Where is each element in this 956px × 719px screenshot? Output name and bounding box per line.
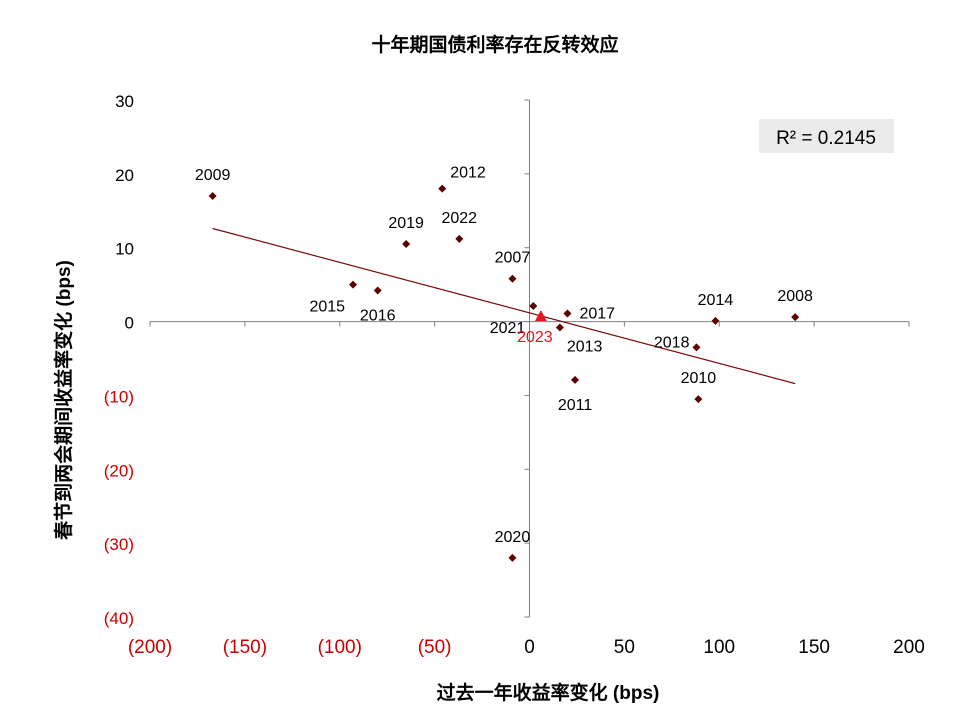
y-tick-label: (20) (104, 461, 134, 480)
data-point-2018 (692, 343, 701, 352)
y-axis-label: 春节到两会期间收益率变化 (bps) (52, 260, 75, 540)
data-point-2010 (694, 395, 703, 404)
data-label-2015: 2015 (309, 299, 345, 316)
data-points: 2009 2012 2019 2022 2007 2015 2016 2021 2017 2013… (195, 165, 813, 562)
data-label-2008: 2008 (777, 288, 813, 305)
data-point-2008 (791, 313, 800, 322)
data-point-2016 (373, 286, 382, 295)
data-label-2017: 2017 (579, 305, 615, 322)
data-point-2013 (555, 323, 564, 332)
chart-title: 十年期国债利率存在反转效应 (371, 33, 618, 56)
data-point-2014 (711, 316, 720, 325)
x-axis-label: 过去一年收益率变化 (bps) (437, 681, 660, 704)
data-point-2023 (534, 310, 547, 322)
y-tick-label: 20 (115, 166, 134, 185)
data-label-2020: 2020 (495, 529, 531, 546)
x-tick-label: (150) (223, 637, 267, 658)
data-point-2019 (402, 240, 411, 249)
data-label-2016: 2016 (360, 308, 396, 325)
data-point-2011 (571, 375, 580, 384)
data-point-2012 (438, 184, 447, 193)
data-point-2021 (529, 302, 538, 311)
y-tick-label: 0 (125, 314, 134, 333)
x-tick-label: 200 (893, 637, 925, 658)
data-point-2020 (508, 553, 517, 562)
x-tick-label: 0 (524, 637, 535, 658)
data-point-2017 (563, 309, 572, 318)
r-squared-label: R² = 0.2145 (776, 128, 876, 149)
y-tick-label: (30) (104, 535, 134, 554)
y-tick-label: 10 (115, 240, 134, 259)
y-tick-label: (40) (104, 609, 134, 628)
trendline-group (212, 227, 796, 385)
x-tick-label: (200) (128, 637, 172, 658)
data-label-2023: 2023 (517, 329, 553, 346)
data-label-2010: 2010 (681, 370, 717, 387)
x-tick-label: 150 (798, 637, 830, 658)
x-tick-label: 50 (614, 637, 635, 658)
data-label-2019: 2019 (388, 215, 424, 232)
axes: (200) (150) (100) (50) 0 50 100 150 2003020100(1… (104, 92, 925, 658)
y-tick-label: 30 (115, 92, 134, 111)
x-tick-label: (50) (418, 637, 452, 658)
data-label-2012: 2012 (450, 165, 486, 182)
x-tick-label: 100 (703, 637, 735, 658)
data-label-2011: 2011 (558, 397, 593, 414)
x-tick-label: (100) (318, 637, 362, 658)
data-label-2022: 2022 (441, 210, 477, 227)
data-label-2009: 2009 (195, 167, 231, 184)
data-point-2015 (349, 280, 358, 289)
data-point-2007 (508, 274, 517, 283)
data-point-2022 (455, 234, 464, 243)
data-label-2018: 2018 (654, 334, 690, 351)
r-squared-background (759, 119, 894, 153)
data-point-2009 (208, 192, 217, 201)
data-label-2014: 2014 (698, 292, 734, 309)
trendline (212, 227, 796, 385)
y-tick-label: (10) (104, 387, 134, 406)
data-label-2007: 2007 (495, 250, 531, 267)
r-squared-box: R² = 0.2145 (759, 119, 894, 153)
data-label-2013: 2013 (567, 338, 603, 355)
data-label-2021: 2021 (490, 320, 526, 337)
